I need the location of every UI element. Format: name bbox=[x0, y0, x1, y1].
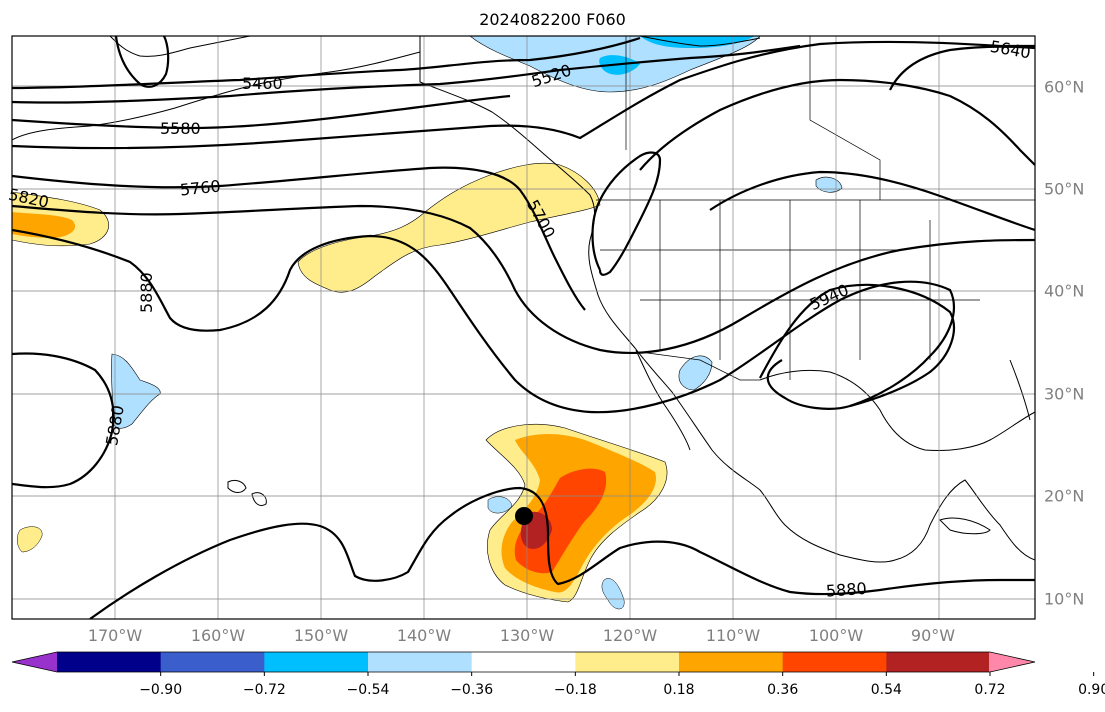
storm-center-marker bbox=[515, 507, 533, 525]
coast-hudson bbox=[639, 36, 761, 47]
contour-us-1 bbox=[591, 151, 662, 276]
contour-5640 bbox=[12, 40, 1035, 150]
contour-canada-1 bbox=[639, 78, 1035, 171]
colorbar-extend-min bbox=[12, 652, 58, 672]
colorbar-outline bbox=[11, 651, 1036, 673]
lon-label-90w: 90°W bbox=[910, 626, 956, 645]
coast-hawaii-2 bbox=[251, 492, 267, 507]
contour-5820 bbox=[12, 204, 1035, 355]
colorbar-swatch bbox=[57, 652, 162, 672]
coast-alaska bbox=[12, 51, 421, 141]
lat-label-40n: 40°N bbox=[1044, 281, 1085, 301]
colorbar-tick-label: −0.18 bbox=[553, 682, 597, 698]
colorbar-tick-label: −0.90 bbox=[139, 682, 183, 698]
coast-baja bbox=[635, 349, 691, 451]
coast-north-america bbox=[419, 36, 1035, 563]
lon-label-140w: 140°W bbox=[396, 626, 452, 645]
lon-label-170w: 170°W bbox=[87, 626, 143, 645]
contour-5880-north bbox=[12, 228, 955, 414]
colorbar-swatch bbox=[471, 652, 576, 672]
border-us-mexico bbox=[639, 351, 760, 381]
shade-light-blue-mexico bbox=[678, 355, 713, 391]
colorbar-tick-label: −0.36 bbox=[450, 682, 494, 698]
contour-label-5880-c: 5880 bbox=[825, 579, 867, 601]
contour-label-5460: 5460 bbox=[242, 74, 283, 93]
map-frame bbox=[11, 35, 1036, 620]
contour-canada-2 bbox=[889, 45, 1035, 91]
colorbar-tick-label: 0.54 bbox=[870, 682, 902, 698]
shade-blue-alaska bbox=[640, 36, 755, 48]
lon-label-100w: 100°W bbox=[808, 626, 864, 645]
lat-label-50n: 50°N bbox=[1044, 179, 1085, 199]
colorbar-swatch bbox=[368, 652, 473, 672]
colorbar-swatch bbox=[886, 652, 991, 672]
lon-label-160w: 160°W bbox=[190, 626, 246, 645]
height-contours bbox=[12, 36, 1035, 619]
lat-label-30n: 30°N bbox=[1044, 384, 1085, 404]
colorbar-tick-label: 0.18 bbox=[663, 682, 695, 698]
colorbar-tick-label: 0.36 bbox=[767, 682, 799, 698]
contour-5460 bbox=[12, 36, 641, 90]
coastlines bbox=[12, 36, 1035, 563]
coast-gulf bbox=[759, 369, 1035, 451]
colorbar-tick-label: 0.90 bbox=[1078, 682, 1105, 698]
contour-alaska-low bbox=[114, 36, 170, 88]
contour-5940 bbox=[759, 283, 955, 408]
contour-label-5880-a: 5880 bbox=[137, 272, 156, 313]
coast-cuba bbox=[939, 517, 991, 535]
shading-layer bbox=[12, 36, 843, 610]
colorbar-swatch bbox=[679, 652, 784, 672]
coast-florida bbox=[1009, 359, 1031, 421]
lon-label-110w: 110°W bbox=[705, 626, 761, 645]
contour-5880-west bbox=[12, 352, 115, 489]
colorbar bbox=[11, 651, 1095, 676]
lon-label-130w: 130°W bbox=[499, 626, 555, 645]
lat-label-20n: 20°N bbox=[1044, 486, 1085, 506]
colorbar-swatch bbox=[575, 652, 680, 672]
shade-light-blue-small-2 bbox=[601, 578, 625, 610]
contour-5880-south bbox=[89, 486, 1035, 619]
colorbar-tick-label: −0.72 bbox=[242, 682, 286, 698]
lat-label-60n: 60°N bbox=[1044, 77, 1085, 97]
shade-orange-west bbox=[12, 212, 76, 238]
lon-label-150w: 150°W bbox=[293, 626, 349, 645]
borders bbox=[419, 36, 1035, 381]
shade-light-blue-small-1 bbox=[487, 496, 513, 514]
coast-hawaii-1 bbox=[227, 479, 247, 493]
contour-5580 bbox=[12, 94, 511, 130]
colorbar-tick-label: 0.72 bbox=[974, 682, 1006, 698]
colorbar-extend-max bbox=[989, 652, 1035, 672]
colorbar-swatch bbox=[782, 652, 887, 672]
map-title: 2024082200 F060 bbox=[479, 10, 626, 29]
coast-alaska-north bbox=[109, 36, 251, 57]
colorbar-tick-label: −0.54 bbox=[346, 682, 390, 698]
contour-canada-3 bbox=[709, 170, 1035, 232]
colorbar-swatch bbox=[160, 652, 265, 672]
shade-light-blue-canada bbox=[815, 176, 843, 193]
contour-label-5580: 5580 bbox=[160, 119, 201, 138]
contour-5760 bbox=[12, 166, 586, 311]
shade-yellow-small-1 bbox=[17, 526, 43, 553]
contour-label-5760: 5760 bbox=[179, 176, 221, 199]
gridlines bbox=[12, 36, 1035, 619]
colorbar-swatch bbox=[264, 652, 369, 672]
contour-5520 bbox=[12, 44, 801, 104]
lon-label-120w: 120°W bbox=[602, 626, 658, 645]
lat-label-10n: 10°N bbox=[1044, 589, 1085, 609]
